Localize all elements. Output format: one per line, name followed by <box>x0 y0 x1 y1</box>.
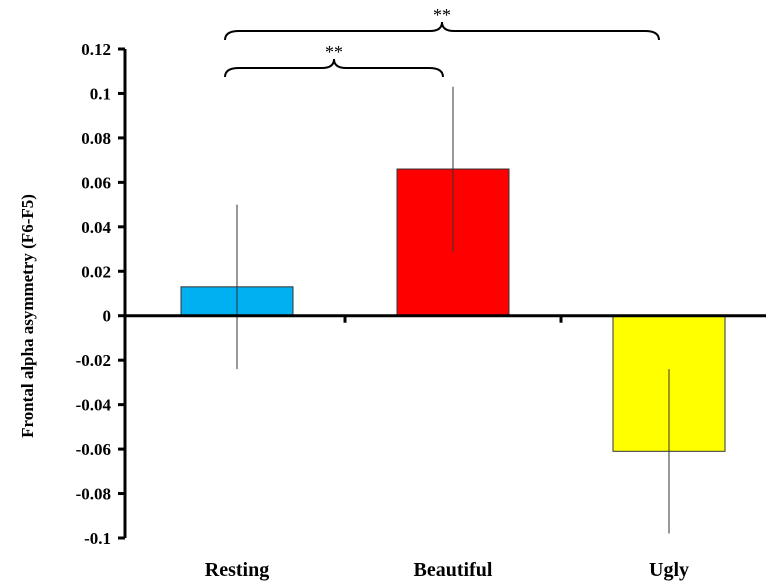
y-tick-label: 0.04 <box>81 218 111 237</box>
y-tick-label: 0.12 <box>81 40 111 59</box>
y-tick-label: -0.06 <box>76 440 111 459</box>
y-tick-label: 0.06 <box>81 173 111 192</box>
axes-group: -0.1 -0.08 -0.06 -0.04 -0.02 0 0.02 0.04 0.06 0.0… <box>76 40 766 581</box>
y-tick-label: 0 <box>103 307 112 326</box>
y-tick-label: -0.02 <box>76 351 111 370</box>
y-tick-label: -0.04 <box>76 396 112 415</box>
x-tick-label-ugly: Ugly <box>649 559 689 581</box>
significance-label: ** <box>325 42 343 62</box>
significance-label: ** <box>433 5 451 25</box>
significance-brace <box>224 58 444 78</box>
x-tick-label-resting: Resting <box>205 559 269 581</box>
y-axis-label: Frontal alpha asymmetry (F6-F5) <box>18 194 37 438</box>
significance-brace <box>224 21 660 41</box>
x-tick-label-beautiful: Beautiful <box>414 559 493 581</box>
y-tick-label: -0.1 <box>84 529 111 548</box>
y-tick-label: -0.08 <box>76 485 111 504</box>
y-tick-label: 0.02 <box>81 262 111 281</box>
error-bars-group <box>236 86 670 534</box>
significance-group: ** ** <box>224 5 660 78</box>
y-tick-label: 0.08 <box>81 129 111 148</box>
y-tick-label: 0.1 <box>90 84 111 103</box>
